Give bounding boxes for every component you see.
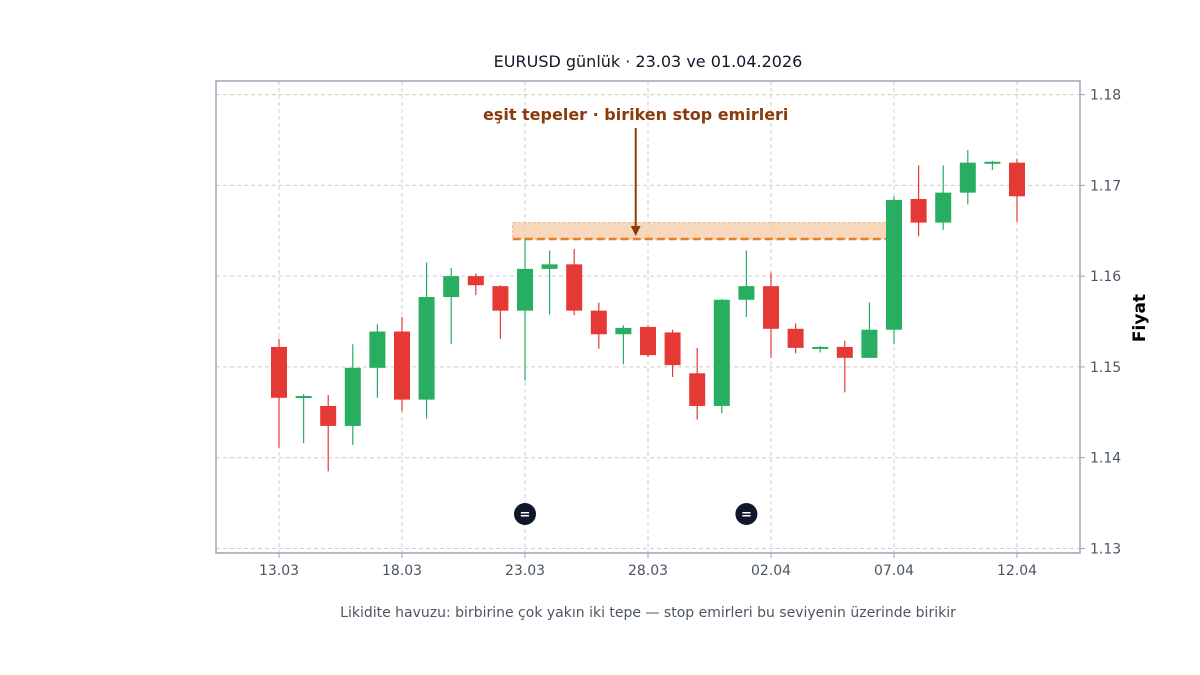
y-tick-label: 1.17 [1090, 178, 1121, 194]
candle [271, 338, 287, 448]
candle [713, 298, 730, 414]
candle-body [984, 161, 1001, 164]
candle [467, 273, 484, 296]
liquidity-zone [512, 222, 895, 241]
candle [615, 325, 632, 365]
candle-body [369, 331, 386, 368]
candle [541, 250, 558, 315]
x-tick-label: 13.03 [259, 563, 299, 579]
candle-body [738, 286, 755, 300]
candle-body [935, 192, 952, 223]
candle-body [418, 297, 435, 400]
candle [664, 329, 681, 377]
x-tick-label: 23.03 [505, 563, 545, 579]
candle [738, 250, 755, 317]
candle-body [615, 327, 632, 335]
x-tick-label: 07.04 [874, 563, 914, 579]
annotation: eşit tepeler · biriken stop emirleri [483, 105, 788, 237]
candle [689, 347, 706, 420]
annotation-label: eşit tepeler · biriken stop emirleri [483, 105, 788, 124]
plot-frame [215, 80, 1081, 554]
candle-body [443, 276, 460, 298]
candle-body [640, 326, 656, 356]
candle-body [763, 286, 779, 329]
equal-markers: = = [514, 503, 758, 525]
candle [910, 165, 927, 237]
equal-marker-circle [514, 503, 536, 525]
candle [1009, 159, 1025, 222]
candle [344, 344, 361, 445]
candle-body [1009, 162, 1025, 197]
candle-body [517, 268, 533, 311]
candle-body [959, 162, 976, 193]
candle [935, 165, 952, 230]
candle-body [295, 395, 312, 398]
equal-marker-glyph: = [741, 508, 752, 523]
candle [320, 395, 337, 472]
candle [763, 272, 779, 358]
candle-body [271, 346, 287, 398]
candle-body [812, 346, 829, 349]
candle-body [467, 276, 484, 286]
candle-body [664, 332, 681, 366]
candle [443, 267, 460, 345]
chart-caption: Likidite havuzu: birbirine çok yakın iki… [340, 605, 956, 621]
candle-body [787, 328, 804, 348]
candle-body [886, 199, 902, 330]
chart-title: EURUSD günlük · 23.03 ve 01.04.2026 [494, 52, 803, 71]
y-tick-label: 1.16 [1090, 269, 1121, 285]
candle-body [713, 299, 730, 406]
y-axis-title: Fiyat [1130, 294, 1150, 342]
candle-body [689, 373, 706, 406]
equal-high-marker: = [735, 503, 758, 525]
axes: 1.13 1.14 1.15 1.16 1.17 1.18 13.03 18.03 23.03 2… [215, 80, 1121, 579]
y-tick-label: 1.13 [1090, 541, 1121, 557]
liquidity-zone-band [512, 222, 895, 240]
x-tick-label: 28.03 [628, 563, 668, 579]
candle [959, 149, 976, 205]
grid [216, 81, 1080, 553]
y-tick-label: 1.18 [1090, 88, 1121, 104]
candle-body [836, 346, 853, 358]
candle [590, 302, 607, 349]
x-tick-label: 02.04 [751, 563, 791, 579]
candle [492, 285, 509, 339]
x-tick-label: 18.03 [382, 563, 422, 579]
candle [418, 262, 435, 419]
candle [984, 160, 1001, 170]
candle-body [492, 286, 509, 311]
candle [640, 325, 656, 357]
candle-body [861, 329, 878, 358]
candle-body [344, 367, 361, 426]
candle [566, 248, 583, 316]
candle-body [394, 331, 410, 400]
candle-body [320, 405, 337, 426]
candle [886, 196, 902, 345]
x-tick-label: 12.04 [997, 563, 1037, 579]
candle-body [566, 264, 583, 311]
y-tick-label: 1.15 [1090, 360, 1121, 376]
annotation-arrow-head [630, 226, 641, 237]
candle [517, 238, 533, 381]
candle [787, 323, 804, 354]
equal-high-marker: = [514, 503, 536, 525]
candles [271, 149, 1025, 472]
candle-body [910, 199, 927, 223]
candle [394, 317, 410, 412]
equal-marker-circle [735, 503, 758, 525]
candle-body [541, 264, 558, 269]
candle [812, 346, 829, 353]
equal-marker-glyph: = [520, 508, 531, 523]
candle-body [590, 310, 607, 335]
candle [295, 394, 312, 444]
candle [836, 340, 853, 393]
candle [369, 324, 386, 398]
y-tick-label: 1.14 [1090, 451, 1121, 467]
candle [861, 302, 878, 358]
